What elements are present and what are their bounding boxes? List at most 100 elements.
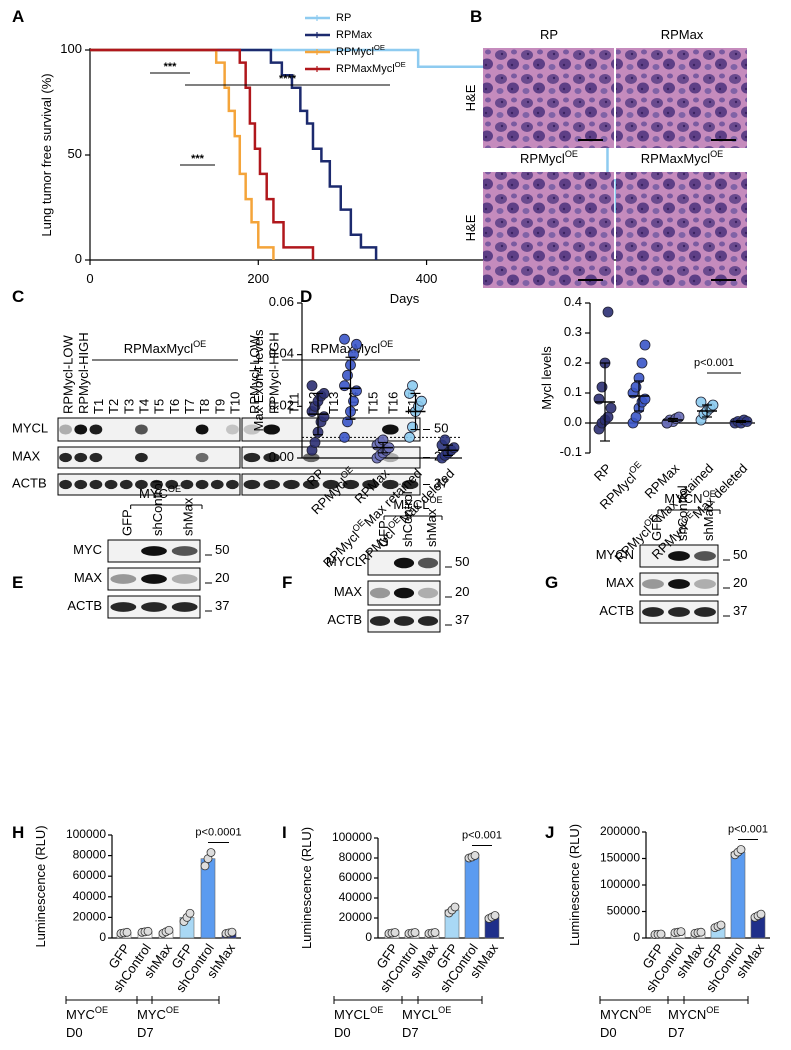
data-point xyxy=(410,928,420,937)
y-tick-label: 0 xyxy=(633,930,640,944)
blot-band xyxy=(342,479,360,490)
data-point xyxy=(318,411,330,423)
blot-row-label: ACTB xyxy=(327,612,362,627)
blot-band xyxy=(417,616,439,626)
marker-label: 20 xyxy=(455,584,469,599)
blot-band xyxy=(59,452,72,463)
blot-band xyxy=(694,607,716,617)
blot-band xyxy=(393,557,415,569)
blot-band xyxy=(642,607,664,617)
blot-band xyxy=(369,587,391,599)
survival-curve xyxy=(90,48,275,260)
group-label: MYCNOE xyxy=(668,1005,719,1022)
blot-band xyxy=(382,424,399,435)
lane-label: T10 xyxy=(228,392,243,414)
y-axis-label: Luminescence (RLU) xyxy=(33,825,48,947)
blot-band xyxy=(302,479,320,490)
lane-label: T11 xyxy=(287,393,302,414)
y-tick-label: 40000 xyxy=(339,890,373,904)
blot-band xyxy=(59,479,72,490)
panel-letter: E xyxy=(12,573,23,592)
x-tick-label: RP xyxy=(591,461,614,484)
data-point xyxy=(143,926,153,936)
blot-band xyxy=(180,479,194,490)
blot-band xyxy=(110,602,137,612)
lane-label: T13 xyxy=(326,392,341,414)
blot-header: MYCLOE xyxy=(393,495,442,512)
lane-label: shControl xyxy=(400,491,415,547)
lane-label: GFP xyxy=(120,509,135,536)
blot-row-label: ACTB xyxy=(67,598,102,613)
x-tick-label: 0 xyxy=(86,271,93,286)
y-tick-label: 80000 xyxy=(339,850,373,864)
panel-letter: D xyxy=(300,287,312,306)
blot-band xyxy=(263,452,280,463)
blot-band xyxy=(171,546,198,556)
data-point xyxy=(639,339,651,351)
x-tick-label: 200 xyxy=(247,271,269,286)
survival-curve xyxy=(90,48,378,260)
lane-label: shMax xyxy=(181,497,196,536)
data-point xyxy=(185,908,195,918)
data-point xyxy=(602,306,614,318)
blot-band xyxy=(171,574,198,584)
legend-label: RPMaxMyclOE xyxy=(336,60,406,75)
blot-row-label: ACTB xyxy=(599,603,634,618)
lane-label: T6 xyxy=(167,399,182,414)
panel-letter: F xyxy=(282,573,292,592)
data-point xyxy=(716,920,726,930)
annotation: **** xyxy=(279,73,297,85)
data-point xyxy=(490,911,500,920)
marker-label: 50 xyxy=(434,421,448,436)
stain-label: H&E xyxy=(463,214,478,241)
blot-panel xyxy=(57,446,241,469)
legend-label: RP xyxy=(336,12,351,24)
blot-band xyxy=(195,424,209,435)
y-tick-label: 0.0 xyxy=(564,414,582,429)
data-point xyxy=(407,380,418,392)
group-label: MYCLOE xyxy=(334,1005,383,1022)
blot-row-label: MYCL xyxy=(12,421,48,436)
group-label: MYCOE xyxy=(66,1005,108,1022)
y-tick-label: 100000 xyxy=(600,877,640,891)
bar xyxy=(464,856,480,939)
blot-row-label: MAX xyxy=(606,575,635,590)
blot-band xyxy=(104,479,118,490)
histology-image xyxy=(616,48,747,148)
blot-band xyxy=(401,479,419,490)
data-point xyxy=(339,333,350,345)
lane-label: T5 xyxy=(152,399,167,414)
data-point xyxy=(470,851,480,860)
lane-label: RPMycl-HIGH xyxy=(267,332,282,414)
panel-letter: C xyxy=(12,287,24,306)
y-tick-label: 200000 xyxy=(600,824,640,838)
blot-band xyxy=(283,479,300,490)
blot-band xyxy=(59,424,72,435)
panel-letter: G xyxy=(545,573,558,592)
blot-band xyxy=(110,574,137,584)
annotation: p<0.001 xyxy=(728,823,768,835)
marker-label: 20 xyxy=(733,575,747,590)
blot-band xyxy=(74,452,88,463)
blot-row-label: MAX xyxy=(334,584,363,599)
data-point xyxy=(404,431,415,443)
blot-band xyxy=(141,574,167,584)
blot-band xyxy=(165,479,179,490)
y-axis-label: Max Exon4 levels xyxy=(251,329,266,431)
marker-label: 37 xyxy=(733,603,747,618)
marker-label: 37 xyxy=(215,598,229,613)
data-point xyxy=(306,380,318,392)
data-point xyxy=(227,927,237,937)
lane-label: shMax xyxy=(701,502,716,541)
data-point xyxy=(351,338,362,350)
data-point xyxy=(122,927,132,937)
y-tick-label: 0.2 xyxy=(564,354,582,369)
blot-band xyxy=(243,424,261,435)
lane-label: RPMycl-HIGH xyxy=(76,332,91,414)
y-tick-label: 20000 xyxy=(73,910,107,924)
blot-band xyxy=(263,479,280,490)
blot-band xyxy=(226,479,239,490)
blot-band xyxy=(694,579,716,589)
y-axis-label: Luminescence (RLU) xyxy=(299,827,314,949)
y-tick-label: 0.00 xyxy=(269,449,294,464)
